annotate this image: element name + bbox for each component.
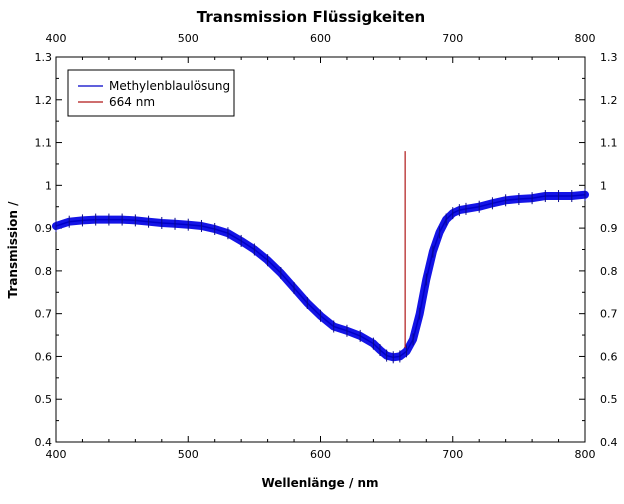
axis-ticks: 400 400 500 500 600 600 700 700 800 800 0.4 0.4 0.5 0…	[35, 32, 618, 461]
y-tick-label: 1	[45, 179, 52, 192]
series-layer	[52, 151, 589, 364]
y-tick-label-right: 0.7	[600, 308, 618, 321]
y-tick-label: 0.5	[35, 393, 53, 406]
x-tick-label: 400	[46, 448, 67, 461]
x-tick-label-top: 800	[575, 32, 596, 45]
y-tick-label: 0.8	[35, 265, 53, 278]
y-tick-label-right: 0.9	[600, 222, 618, 235]
x-tick-label: 700	[442, 448, 463, 461]
y-tick-label: 0.9	[35, 222, 53, 235]
x-tick-label-top: 700	[442, 32, 463, 45]
y-tick-label-right: 0.5	[600, 393, 618, 406]
legend-label-664nm: 664 nm	[109, 95, 155, 109]
y-tick-label-right: 0.6	[600, 350, 618, 363]
legend-box	[67, 69, 235, 117]
y-tick-label: 0.6	[35, 350, 53, 363]
y-tick-label-right: 1.1	[600, 137, 618, 150]
x-tick-label-top: 400	[46, 32, 67, 45]
y-tick-label: 0.4	[35, 436, 53, 449]
chart-title: Transmission Flüssigkeiten	[197, 8, 425, 26]
y-tick-label-right: 1.3	[600, 51, 618, 64]
x-tick-label: 800	[575, 448, 596, 461]
x-tick-label: 600	[310, 448, 331, 461]
x-tick-label-top: 500	[178, 32, 199, 45]
y-tick-label: 1.3	[35, 51, 53, 64]
x-tick-label-top: 600	[310, 32, 331, 45]
y-tick-label: 1.2	[35, 94, 53, 107]
y-tick-label: 0.7	[35, 308, 53, 321]
y-tick-label-right: 1	[600, 179, 607, 192]
y-tick-label-right: 0.4	[600, 436, 618, 449]
y-tick-label: 1.1	[35, 137, 53, 150]
x-tick-label: 500	[178, 448, 199, 461]
y-axis-label: Transmission /	[6, 201, 20, 299]
series-methylenblauloesung-line	[55, 193, 586, 359]
x-axis-label: Wellenlänge / nm	[261, 476, 378, 490]
y-tick-label-right: 1.2	[600, 94, 618, 107]
legend-label-methylenblauloesung: Methylenblaulösung	[109, 79, 230, 93]
legend: Methylenblaulösung 664 nm	[67, 69, 235, 117]
y-tick-label-right: 0.8	[600, 265, 618, 278]
